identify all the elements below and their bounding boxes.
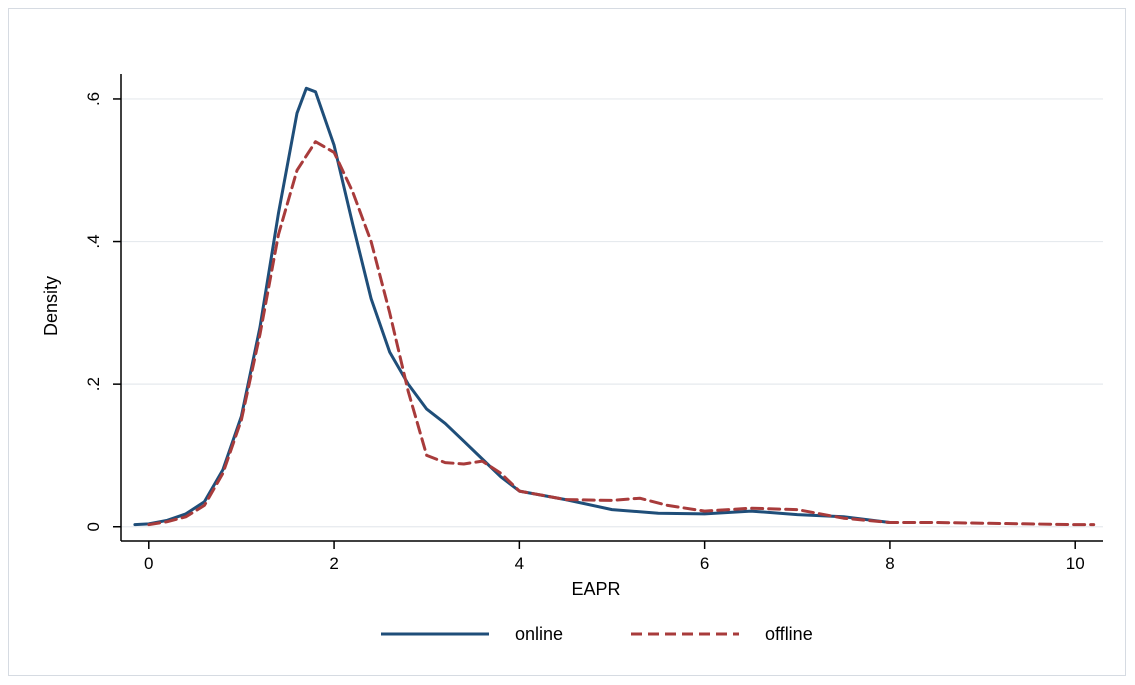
axes <box>120 74 1103 542</box>
x-tick-label: 0 <box>144 554 153 573</box>
x-tick-label: 2 <box>329 554 338 573</box>
x-axis-title: EAPR <box>571 579 620 599</box>
x-tick-label: 10 <box>1066 554 1085 573</box>
y-tick-label: .2 <box>84 377 103 391</box>
y-tick-label: .6 <box>84 92 103 106</box>
series-line-offline <box>147 140 1096 527</box>
x-tick-label: 4 <box>515 554 524 573</box>
x-tick-label: 8 <box>885 554 894 573</box>
series-line-online <box>133 86 892 527</box>
x-axis-ticks: 0 2 4 6 8 10 <box>144 541 1085 573</box>
legend: online offline <box>381 624 813 644</box>
y-axis-ticks: 0 .2 .4 .6 <box>84 92 121 531</box>
chart-frame <box>8 8 1126 676</box>
y-axis-title: Density <box>41 276 61 336</box>
series-lines <box>133 86 1096 527</box>
gridlines <box>121 98 1103 528</box>
legend-label-offline: offline <box>765 624 813 644</box>
y-tick-label: .4 <box>84 234 103 248</box>
legend-label-online: online <box>515 624 563 644</box>
x-tick-label: 6 <box>700 554 709 573</box>
y-tick-label: 0 <box>84 522 103 531</box>
